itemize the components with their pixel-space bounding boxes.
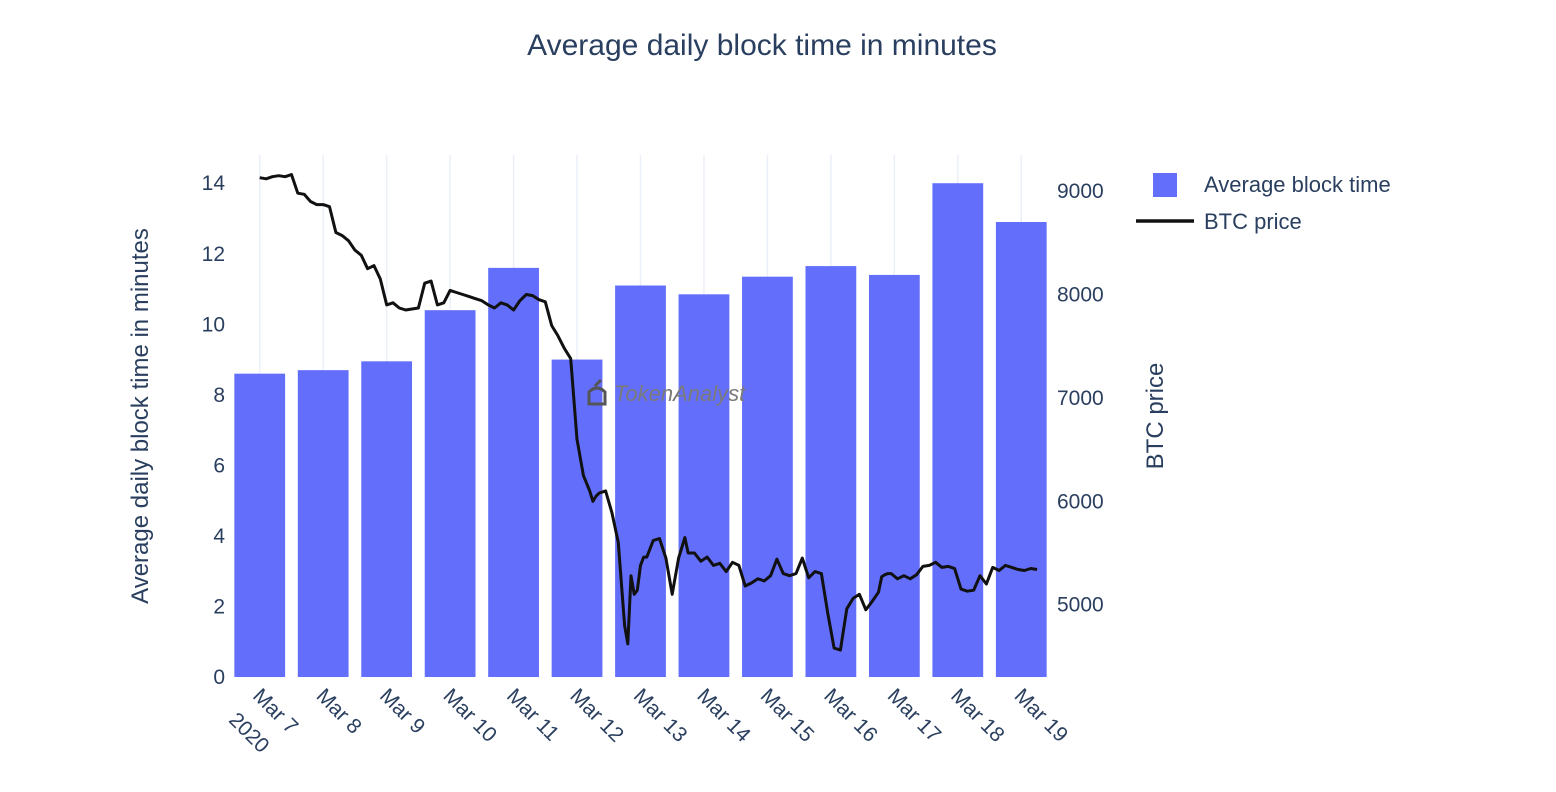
- chart-title: Average daily block time in minutes: [527, 29, 997, 62]
- x-tick-label: Mar 14: [692, 684, 755, 747]
- bar-mar-18: [932, 183, 984, 677]
- bar-mar-8: [297, 370, 349, 677]
- y-left-tick-label: 2: [213, 595, 225, 618]
- y-left-tick-label: 6: [213, 454, 225, 477]
- btc-price-line: [259, 173, 1038, 652]
- watermark: TokenAnalyst: [587, 378, 746, 406]
- y-left-tick-label: 8: [213, 384, 225, 407]
- y-right-tick-label: 6000: [1057, 490, 1104, 513]
- watermark-text: TokenAnalyst: [614, 381, 746, 406]
- bar-mar-12: [551, 359, 603, 677]
- y-right-axis-ticks: 5000 6000 7000 8000 9000: [1057, 180, 1104, 616]
- x-tick-label: Mar 11: [502, 684, 563, 745]
- bar-mar-19: [995, 222, 1047, 677]
- y-right-tick-label: 8000: [1057, 284, 1104, 307]
- y-right-tick-label: 7000: [1057, 387, 1104, 410]
- bar-mar-11: [488, 267, 539, 677]
- x-tick-label: Mar 19: [1010, 684, 1072, 746]
- y-left-tick-label: 10: [202, 313, 225, 336]
- y-right-axis-title: BTC price: [1142, 363, 1169, 470]
- x-tick-label: Mar 9: [375, 684, 429, 738]
- x-tick-label: Mar 12: [566, 684, 628, 746]
- bar-mar-16: [805, 266, 857, 677]
- x-tick-label: Mar 10: [439, 684, 501, 746]
- bar-series: [234, 183, 1047, 677]
- x-tick-label: Mar 15: [756, 684, 818, 746]
- watermark-logo-icon: [587, 378, 607, 406]
- legend-bar-swatch: [1153, 173, 1177, 197]
- bar-mar-17: [868, 274, 920, 677]
- y-left-axis-ticks: 0 2 4 6 8 10 12 14: [202, 172, 226, 689]
- bar-mar-9: [361, 361, 413, 677]
- y-left-tick-label: 0: [213, 666, 225, 689]
- x-tick-label: Mar 8: [312, 684, 366, 738]
- y-left-tick-label: 14: [202, 172, 226, 195]
- x-tick-label: Mar 18: [946, 684, 1008, 746]
- bar-mar-14: [678, 294, 730, 677]
- y-left-tick-label: 12: [202, 243, 225, 266]
- line-series: [259, 173, 1038, 652]
- legend: Average block time BTC price: [1136, 172, 1391, 234]
- legend-label-line: BTC price: [1204, 209, 1302, 234]
- y-left-tick-label: 4: [213, 525, 225, 548]
- x-tick-label: Mar 17: [883, 684, 945, 746]
- y-left-axis-title: Average daily block time in minutes: [127, 228, 154, 604]
- bar-mar-10: [424, 310, 476, 677]
- bar-mar-7: [234, 373, 286, 677]
- x-tick-label: Mar 16: [819, 684, 881, 746]
- y-right-tick-label: 9000: [1057, 180, 1104, 203]
- bar-mar-15: [742, 276, 793, 677]
- legend-label-bar: Average block time: [1204, 172, 1391, 197]
- x-tick-label: Mar 13: [629, 684, 691, 746]
- y-right-tick-label: 5000: [1057, 594, 1104, 617]
- x-axis-ticks: Mar 7 Mar 8 Mar 9 Mar 10 Mar 11 Mar 12 Mar 13 M…: [224, 684, 1072, 757]
